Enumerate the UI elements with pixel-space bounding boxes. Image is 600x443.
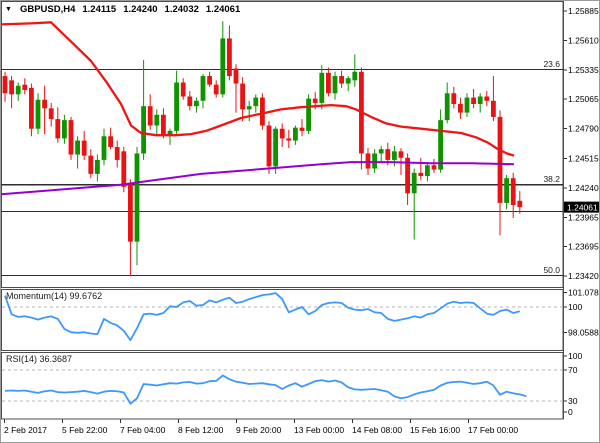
rsi-axis-label: 0 <box>568 407 573 417</box>
momentum-line: 101.0785 100 98.0588 <box>2 288 600 342</box>
rsi-name: RSI(14) <box>6 354 38 364</box>
fib-level-label: 50.0 <box>543 265 560 275</box>
time-tick-label: 9 Feb 20:00 <box>236 425 282 435</box>
price-axis[interactable] <box>563 1 599 419</box>
momentum-axis-label: 98.0588 <box>568 328 599 338</box>
quote-open: 1.24115 <box>82 4 117 15</box>
price-tick-label: 1.23965 <box>568 212 599 222</box>
rsi-axis-label: 30 <box>568 396 578 406</box>
rsi-value: 36.3687 <box>39 354 73 364</box>
time-axis[interactable] <box>1 420 599 442</box>
time-tick-label: 7 Feb 04:00 <box>120 425 166 435</box>
current-price-tag: 1.24061 <box>564 201 599 213</box>
time-tick-label: 2 Feb 2017 <box>4 425 47 435</box>
fib-level-label: 23.6 <box>543 59 560 69</box>
symbol-marker-icon: ▼ <box>5 6 12 13</box>
price-tick-label: 1.23420 <box>568 271 599 281</box>
momentum-value: 99.6762 <box>69 291 103 301</box>
time-tick-label: 8 Feb 12:00 <box>178 425 224 435</box>
quote-close: 1.24061 <box>205 4 241 15</box>
momentum-axis-label: 101.0785 <box>568 288 600 298</box>
rsi-axis-label: 70 <box>568 365 578 375</box>
price-axis-labels: 1.25885 1.25610 1.25335 1.25065 1.24790 1.245… <box>563 6 599 281</box>
price-tick-label: 1.24240 <box>568 183 599 193</box>
price-tick-label: 1.25885 <box>568 6 599 16</box>
time-tick-label: 15 Feb 16:00 <box>410 425 460 435</box>
rsi-panel[interactable] <box>1 352 563 419</box>
momentum-name: Momentum(14) <box>6 291 68 301</box>
momentum-axis-label: 100 <box>568 302 582 312</box>
candlesticks <box>2 21 523 277</box>
price-tick-label: 1.24515 <box>568 153 599 163</box>
price-tick-label: 1.25610 <box>568 36 599 46</box>
rsi-line: 100 70 300 <box>2 351 582 417</box>
price-tick-label: 1.25335 <box>568 65 599 75</box>
price-tick-label: 1.25065 <box>568 94 599 104</box>
rsi-indicator-label: RSI(14) 36.3687 <box>6 354 72 364</box>
time-axis-labels: 2 Feb 2017 5 Feb 22:00 7 Feb 04:00 8 Feb 12… <box>4 419 518 435</box>
ma-purple-line <box>1 161 515 196</box>
time-tick-label: 14 Feb 08:00 <box>352 425 402 435</box>
momentum-indicator-label: Momentum(14) 99.6762 <box>6 291 102 301</box>
quote-low: 1.24032 <box>164 4 199 15</box>
fib-level-label: 38.2 <box>543 174 560 184</box>
chart-header: ▼ GBPUSD,H4 1.24115 1.24240 1.24032 1.24… <box>5 4 240 15</box>
rsi-axis-label: 100 <box>568 351 582 361</box>
price-tick-label: 1.23695 <box>568 241 599 251</box>
main-plot-area[interactable] <box>1 1 563 287</box>
quote-high: 1.24240 <box>123 4 158 15</box>
fib-retracement-lines: 23.6 38.2 50.0 <box>1 59 563 277</box>
time-tick-label: 17 Feb 00:00 <box>468 425 518 435</box>
chart-symbol-timeframe: GBPUSD,H4 <box>19 4 76 15</box>
time-tick-label: 5 Feb 22:00 <box>62 425 108 435</box>
svg-text:1.24061: 1.24061 <box>567 203 598 213</box>
time-tick-label: 13 Feb 00:00 <box>294 425 344 435</box>
panel-borders <box>1 1 564 420</box>
ma-red-line <box>1 21 515 157</box>
price-tick-label: 1.24790 <box>568 124 599 134</box>
